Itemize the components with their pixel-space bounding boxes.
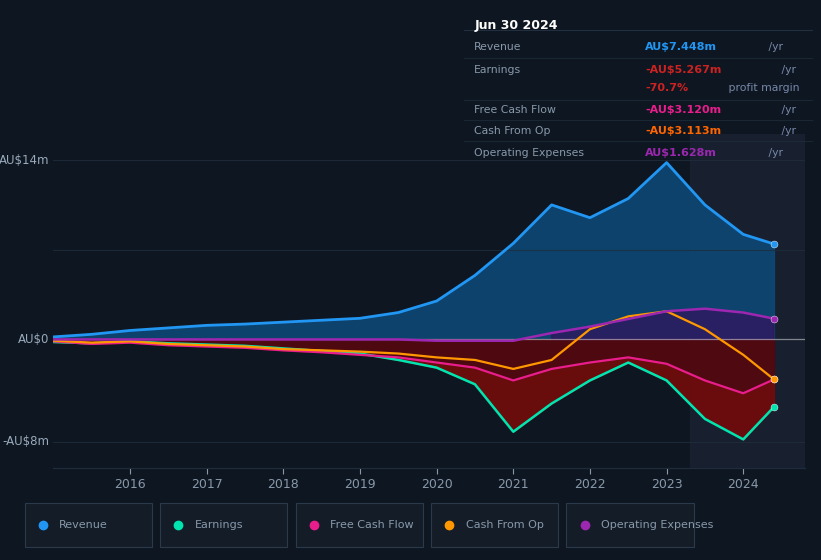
Text: Cash From Op: Cash From Op [475, 126, 551, 136]
Text: -AU$5.267m: -AU$5.267m [645, 65, 722, 75]
Text: AU$14m: AU$14m [0, 153, 49, 166]
Text: /yr: /yr [764, 148, 782, 157]
Text: AU$7.448m: AU$7.448m [645, 42, 718, 52]
Text: Earnings: Earnings [475, 65, 521, 75]
Text: Free Cash Flow: Free Cash Flow [330, 520, 414, 530]
Bar [690, 134, 821, 468]
FancyBboxPatch shape [431, 503, 558, 547]
Text: Revenue: Revenue [475, 42, 522, 52]
Text: Jun 30 2024: Jun 30 2024 [475, 19, 557, 32]
Text: /yr: /yr [778, 65, 796, 75]
Text: AU$0: AU$0 [18, 333, 49, 346]
Text: /yr: /yr [778, 126, 796, 136]
Text: -AU$3.113m: -AU$3.113m [645, 126, 722, 136]
FancyBboxPatch shape [160, 503, 287, 547]
Text: -AU$3.120m: -AU$3.120m [645, 105, 722, 115]
Text: Operating Expenses: Operating Expenses [475, 148, 585, 157]
Text: Free Cash Flow: Free Cash Flow [475, 105, 556, 115]
FancyBboxPatch shape [296, 503, 423, 547]
Text: -AU$8m: -AU$8m [2, 436, 49, 449]
Text: AU$1.628m: AU$1.628m [645, 148, 718, 157]
Text: Earnings: Earnings [195, 520, 243, 530]
Text: Cash From Op: Cash From Op [466, 520, 544, 530]
Text: -70.7%: -70.7% [645, 83, 689, 93]
Text: Operating Expenses: Operating Expenses [601, 520, 713, 530]
Text: profit margin: profit margin [725, 83, 800, 93]
FancyBboxPatch shape [566, 503, 694, 547]
Text: /yr: /yr [764, 42, 782, 52]
FancyBboxPatch shape [25, 503, 152, 547]
Text: /yr: /yr [778, 105, 796, 115]
Text: Revenue: Revenue [59, 520, 108, 530]
